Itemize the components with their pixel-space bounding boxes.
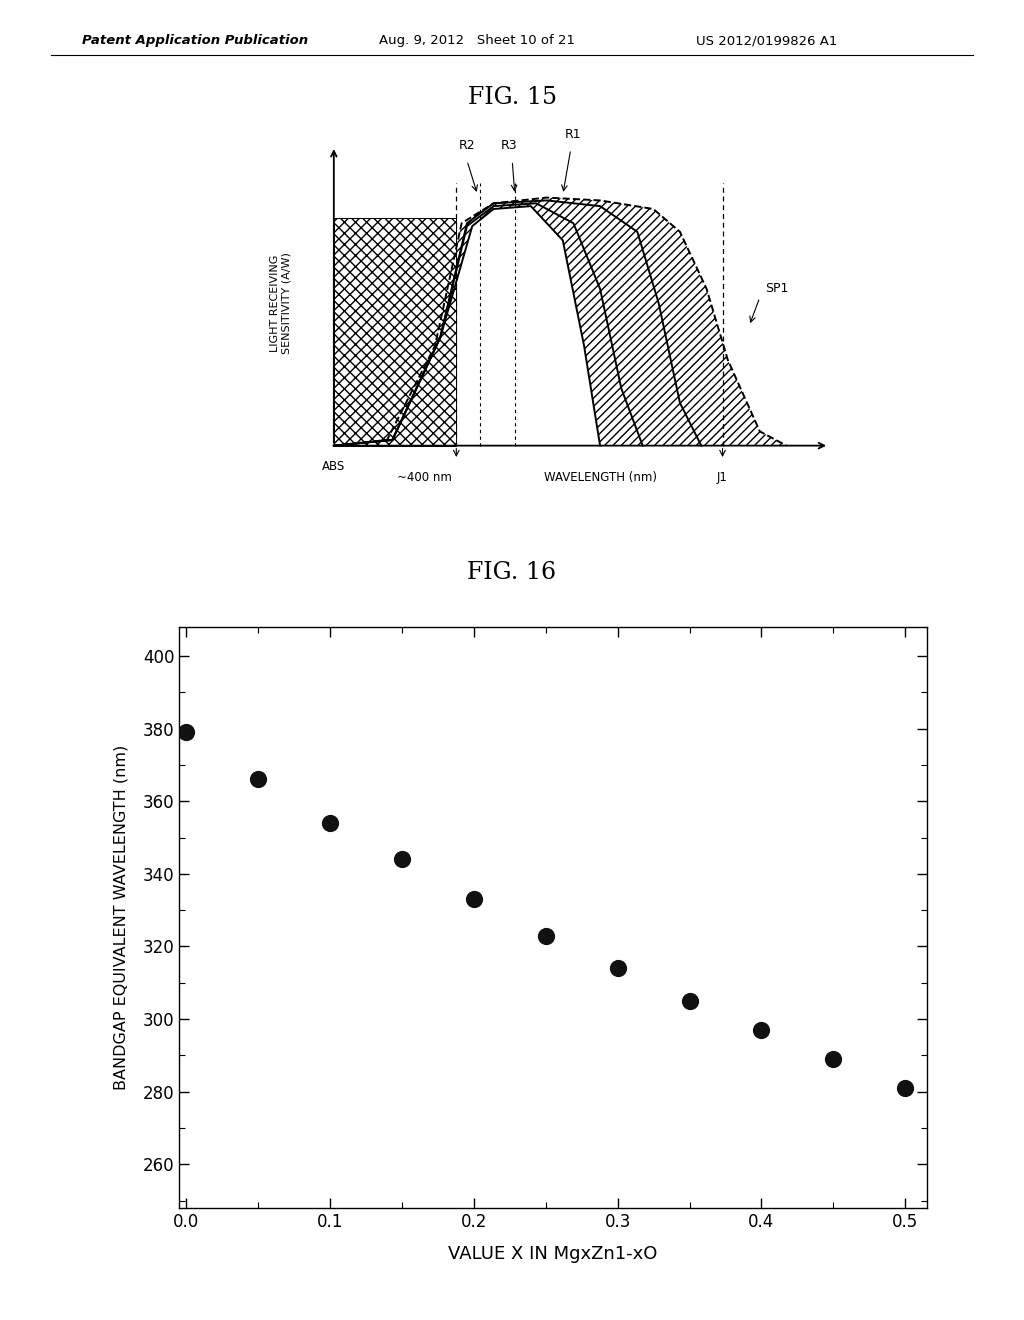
Point	[681, 990, 697, 1011]
Text: SP1: SP1	[765, 282, 788, 296]
Text: Patent Application Publication: Patent Application Publication	[82, 34, 308, 48]
Text: R1: R1	[565, 128, 582, 140]
Text: R2: R2	[459, 139, 475, 152]
Point	[825, 1048, 842, 1069]
Text: ~400 nm: ~400 nm	[397, 471, 452, 484]
Point	[250, 768, 266, 789]
Text: Aug. 9, 2012   Sheet 10 of 21: Aug. 9, 2012 Sheet 10 of 21	[379, 34, 574, 48]
Text: US 2012/0199826 A1: US 2012/0199826 A1	[696, 34, 838, 48]
Point	[538, 925, 554, 946]
Text: FIG. 15: FIG. 15	[468, 86, 556, 108]
Text: ABS: ABS	[323, 459, 345, 473]
Text: WAVELENGTH (nm): WAVELENGTH (nm)	[544, 471, 656, 484]
Text: LIGHT RECEIVING
SENSITIVITY (A/W): LIGHT RECEIVING SENSITIVITY (A/W)	[269, 252, 292, 354]
Point	[394, 849, 411, 870]
Text: R3: R3	[501, 139, 518, 152]
X-axis label: VALUE X IN MgxZn1-xO: VALUE X IN MgxZn1-xO	[449, 1245, 657, 1262]
Text: FIG. 16: FIG. 16	[467, 561, 557, 583]
Point	[897, 1077, 913, 1098]
Point	[609, 958, 626, 979]
Point	[754, 1019, 770, 1040]
Y-axis label: BANDGAP EQUIVALENT WAVELENGTH (nm): BANDGAP EQUIVALENT WAVELENGTH (nm)	[114, 744, 129, 1090]
Text: J1: J1	[717, 471, 728, 484]
Point	[466, 888, 482, 909]
Point	[322, 812, 338, 834]
Point	[178, 722, 195, 743]
Bar	[334, 218, 457, 446]
Polygon shape	[334, 198, 786, 446]
